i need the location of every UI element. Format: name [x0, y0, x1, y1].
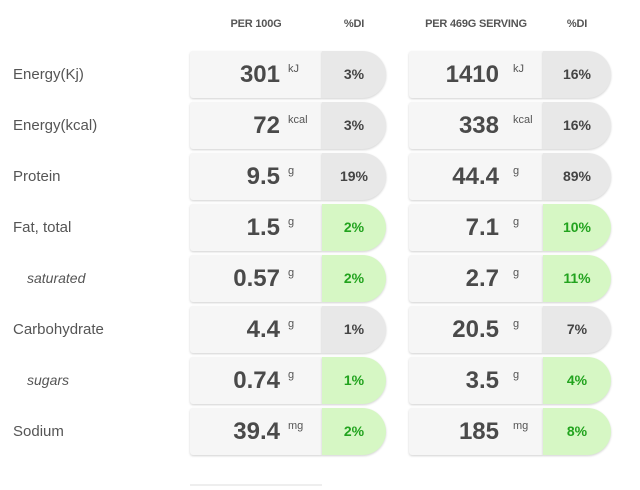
di-per-100g-badge: 1% — [322, 357, 386, 404]
per-100g-unit: g — [288, 165, 295, 177]
di-per-100g-badge: 2% — [322, 408, 386, 455]
per-serving-value: 3.5 — [465, 367, 499, 394]
per-100g-unit: g — [288, 267, 295, 279]
header-di-per-serving: %DI — [566, 18, 588, 30]
per-serving-cell: 2.7 g — [409, 255, 543, 302]
per-100g-unit: g — [288, 369, 295, 381]
nutrient-row: Sodium 39.4 mg 2% 185 mg 8% — [0, 406, 640, 457]
per-serving-value: 44.4 — [452, 163, 499, 190]
per-serving-unit: kcal — [513, 114, 533, 126]
per-100g-unit: g — [288, 216, 295, 228]
per-serving-value: 20.5 — [452, 316, 499, 343]
di-per-100g-badge: 2% — [322, 204, 386, 251]
per-100g-unit: g — [288, 318, 295, 330]
per-100g-cell: 0.57 g — [190, 255, 322, 302]
per-serving-value: 185 — [458, 418, 499, 445]
per-serving-cell: 7.1 g — [409, 204, 543, 251]
nutrient-row: Energy(Kj) 301 kJ 3% 1410 kJ 16% — [0, 49, 640, 100]
di-per-100g-badge: 1% — [322, 306, 386, 353]
per-100g-cell: 1.5 g — [190, 204, 322, 251]
per-serving-unit: kJ — [513, 63, 524, 75]
di-per-100g-badge: 19% — [322, 153, 386, 200]
per-serving-cell: 185 mg — [409, 408, 543, 455]
nutrient-row: Protein 9.5 g 19% 44.4 g 89% — [0, 151, 640, 202]
per-100g-cell: 72 kcal — [190, 102, 322, 149]
nutrient-row: sugars 0.74 g 1% 3.5 g 4% — [0, 355, 640, 406]
di-per-serving-badge: 89% — [543, 153, 611, 200]
header-per-serving: PER 469G SERVING — [425, 18, 527, 30]
per-serving-cell: 3.5 g — [409, 357, 543, 404]
per-100g-cell: 0.74 g — [190, 357, 322, 404]
di-per-serving-badge: 7% — [543, 306, 611, 353]
nutrient-label: saturated — [27, 270, 86, 286]
nutrient-row: Carbohydrate 4.4 g 1% 20.5 g 7% — [0, 304, 640, 355]
per-serving-value: 2.7 — [465, 265, 499, 292]
header-di-per-100g: %DI — [343, 18, 365, 30]
per-serving-unit: g — [513, 165, 520, 177]
per-100g-value: 39.4 — [233, 418, 280, 445]
per-100g-unit: kcal — [288, 114, 308, 126]
per-100g-cell: 301 kJ — [190, 51, 322, 98]
per-serving-value: 7.1 — [465, 214, 499, 241]
di-per-serving-badge: 16% — [543, 102, 611, 149]
nutrient-label: Fat, total — [13, 219, 72, 236]
per-serving-unit: g — [513, 267, 520, 279]
nutrient-label: Energy(kcal) — [13, 117, 98, 134]
di-per-serving-badge: 8% — [543, 408, 611, 455]
di-per-100g-badge: 3% — [322, 102, 386, 149]
nutrient-row: Fat, total 1.5 g 2% 7.1 g 10% — [0, 202, 640, 253]
di-per-100g-badge: 3% — [322, 51, 386, 98]
per-100g-unit: kJ — [288, 63, 299, 75]
per-100g-value: 4.4 — [246, 316, 280, 343]
di-per-serving-badge: 10% — [543, 204, 611, 251]
nutrient-row: saturated 0.57 g 2% 2.7 g 11% — [0, 253, 640, 304]
di-per-serving-badge: 16% — [543, 51, 611, 98]
nutrition-table: Energy(Kj) 301 kJ 3% 1410 kJ 16% Energy(… — [0, 49, 640, 457]
header-per-100g: PER 100G — [230, 18, 282, 30]
di-per-serving-badge: 4% — [543, 357, 611, 404]
per-serving-cell: 338 kcal — [409, 102, 543, 149]
per-100g-value: 301 — [239, 61, 280, 88]
table-bottom-divider — [190, 484, 322, 486]
di-per-100g-badge: 2% — [322, 255, 386, 302]
per-serving-cell: 1410 kJ — [409, 51, 543, 98]
per-serving-cell: 44.4 g — [409, 153, 543, 200]
nutrient-label: Energy(Kj) — [13, 66, 84, 83]
per-100g-value: 9.5 — [246, 163, 280, 190]
nutrient-label: Protein — [13, 168, 61, 185]
per-serving-value: 338 — [458, 112, 499, 139]
per-serving-unit: g — [513, 369, 520, 381]
per-100g-cell: 39.4 mg — [190, 408, 322, 455]
per-serving-cell: 20.5 g — [409, 306, 543, 353]
per-100g-unit: mg — [288, 420, 304, 432]
nutrient-label: Carbohydrate — [13, 321, 104, 338]
per-serving-value: 1410 — [445, 61, 499, 88]
per-serving-unit: g — [513, 318, 520, 330]
per-serving-unit: mg — [513, 420, 529, 432]
per-100g-cell: 4.4 g — [190, 306, 322, 353]
nutrient-label: Sodium — [13, 423, 64, 440]
per-100g-value: 0.74 — [233, 367, 280, 394]
per-100g-value: 72 — [253, 112, 280, 139]
nutrient-row: Energy(kcal) 72 kcal 3% 338 kcal 16% — [0, 100, 640, 151]
nutrient-label: sugars — [27, 372, 70, 388]
per-100g-value: 0.57 — [233, 265, 280, 292]
di-per-serving-badge: 11% — [543, 255, 611, 302]
per-100g-value: 1.5 — [246, 214, 280, 241]
per-serving-unit: g — [513, 216, 520, 228]
per-100g-cell: 9.5 g — [190, 153, 322, 200]
